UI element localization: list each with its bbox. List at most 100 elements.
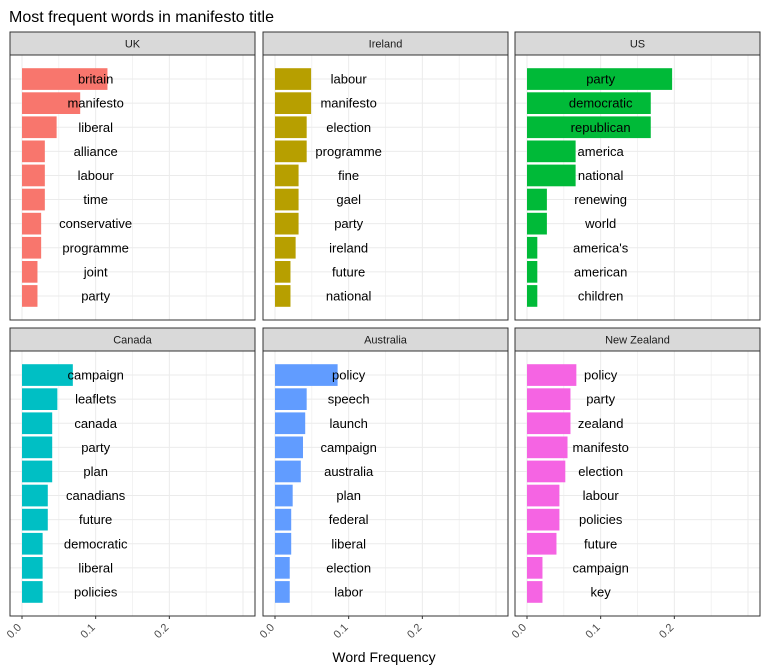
panel-border <box>514 54 761 321</box>
bar-label: party <box>81 288 110 303</box>
bar-ireland-fine <box>275 164 299 187</box>
bar-uk-liberal <box>22 116 57 139</box>
bar-label: renewing <box>574 192 627 207</box>
bar-new-zealand-manifesto <box>527 436 568 459</box>
bar-us-republican <box>527 116 651 139</box>
bar-ireland-ireland <box>275 236 296 259</box>
bar-uk-time <box>22 188 45 211</box>
bar-uk-alliance <box>22 140 45 163</box>
bar-ireland-manifesto <box>275 92 312 114</box>
bar-us-world <box>527 212 547 235</box>
facet-strip-label: Australia <box>364 335 408 347</box>
bar-canada-campaign <box>22 364 73 386</box>
bar-label: manifesto <box>572 440 628 455</box>
bar-us-national <box>527 164 576 187</box>
bar-uk-labour <box>22 164 45 187</box>
bar-us-party <box>527 68 673 90</box>
bar-label: canadians <box>66 488 126 503</box>
bar-us-america-s <box>527 236 538 259</box>
bar-label: party <box>334 216 363 231</box>
bar-label: campaign <box>67 368 123 383</box>
bar-new-zealand-key <box>527 581 543 603</box>
bar-new-zealand-party <box>527 388 571 410</box>
bar-label: party <box>586 392 615 407</box>
bar-label: election <box>326 120 371 135</box>
bar-canada-liberal <box>22 557 43 579</box>
bar-label: america's <box>573 240 629 255</box>
bar-label: alliance <box>74 144 118 159</box>
bar-label: labour <box>78 168 115 183</box>
facet-strip-label: Ireland <box>369 39 403 51</box>
x-tick-label: 0.1 <box>78 622 97 641</box>
bar-label: democratic <box>569 96 633 111</box>
bar-canada-plan <box>22 460 53 483</box>
bar-label: key <box>591 584 612 599</box>
bar-us-children <box>527 285 538 307</box>
bar-canada-democratic <box>22 532 43 555</box>
bar-uk-manifesto <box>22 92 81 114</box>
panel-border <box>262 54 509 321</box>
bar-canada-canadians <box>22 484 48 507</box>
bar-label: launch <box>330 416 368 431</box>
facet-us: US party democratic republican america nation… <box>514 31 761 321</box>
bar-label: america <box>578 144 625 159</box>
x-axis-title: Word Frequency <box>332 649 435 665</box>
bar-ireland-gael <box>275 188 299 211</box>
bar-canada-party <box>22 436 53 459</box>
x-tick-label: 0.2 <box>657 622 676 641</box>
x-tick-label: 0.0 <box>258 622 277 641</box>
facet-strip-label: New Zealand <box>605 335 670 347</box>
bar-ireland-programme <box>275 140 307 163</box>
bar-label: programme <box>315 144 381 159</box>
bar-australia-election <box>275 557 290 579</box>
panel-border <box>514 350 761 617</box>
bar-new-zealand-zealand <box>527 412 571 435</box>
x-tick-label: 0.0 <box>5 622 24 641</box>
panel-border <box>9 350 256 617</box>
bar-label: american <box>574 264 627 279</box>
bar-label: joint <box>83 264 108 279</box>
facet-ireland: Ireland labour manifesto election programme f… <box>262 31 509 321</box>
bar-new-zealand-policy <box>527 364 577 386</box>
bar-label: manifesto <box>67 96 123 111</box>
bar-australia-campaign <box>275 436 303 459</box>
bar-label: labor <box>334 584 364 599</box>
bar-label: national <box>326 288 372 303</box>
bar-label: australia <box>324 464 374 479</box>
bar-us-renewing <box>527 188 547 211</box>
facet-strip-label: Canada <box>113 335 152 347</box>
x-tick-label: 0.1 <box>331 622 350 641</box>
bar-label: federal <box>329 512 369 527</box>
bar-label: election <box>578 464 623 479</box>
bar-label: republican <box>571 120 631 135</box>
bar-us-american <box>527 261 538 283</box>
facet-strip-label: US <box>630 39 645 51</box>
panel-border <box>262 350 509 617</box>
bar-label: campaign <box>320 440 376 455</box>
bar-label: world <box>584 216 616 231</box>
bar-label: liberal <box>78 120 113 135</box>
bar-label: national <box>578 168 624 183</box>
bar-australia-liberal <box>275 532 292 555</box>
bar-us-democratic <box>527 92 651 114</box>
bar-label: policy <box>332 368 366 383</box>
bar-label: election <box>326 560 371 575</box>
bar-label: party <box>586 72 615 87</box>
x-tick-label: 0.2 <box>405 622 424 641</box>
bar-label: labour <box>583 488 620 503</box>
bar-label: fine <box>338 168 359 183</box>
bar-canada-policies <box>22 581 43 603</box>
bar-label: labour <box>331 72 368 87</box>
bar-label: plan <box>83 464 108 479</box>
bar-new-zealand-campaign <box>527 557 543 579</box>
facet-uk: UK britain manifesto liberal alliance labour t… <box>9 31 256 321</box>
panel-border <box>9 54 256 321</box>
bar-label: conservative <box>59 216 132 231</box>
bar-label: programme <box>62 240 128 255</box>
bar-label: time <box>83 192 108 207</box>
bar-australia-federal <box>275 508 292 531</box>
bar-label: gael <box>336 192 361 207</box>
bar-ireland-election <box>275 116 307 139</box>
bar-us-america <box>527 140 576 163</box>
